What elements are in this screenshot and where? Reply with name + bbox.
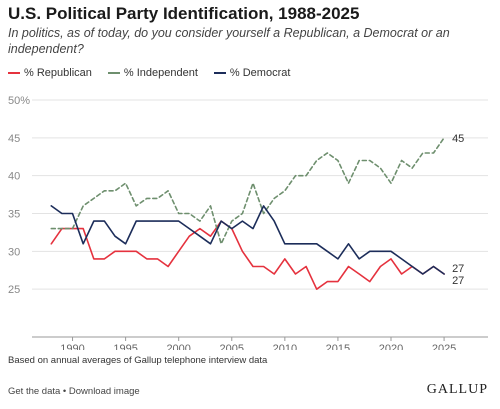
series-line-independent bbox=[50, 137, 445, 245]
x-tick-label: 2000 bbox=[166, 343, 190, 350]
gallup-logo: GALLUP bbox=[426, 382, 488, 397]
legend-label-democrat: % Democrat bbox=[229, 67, 291, 79]
legend-swatch-independent bbox=[107, 72, 120, 74]
legend-label-independent: % Independent bbox=[123, 67, 198, 79]
x-tick-label: 2025 bbox=[432, 343, 456, 350]
legend: % Republican % Independent % Democrat bbox=[8, 67, 290, 79]
legend-item-republican: % Republican bbox=[8, 67, 92, 79]
get-data-link[interactable]: Get the data bbox=[8, 386, 61, 397]
series-line-republican bbox=[50, 220, 445, 290]
chart-title: U.S. Political Party Identification, 198… bbox=[8, 4, 360, 23]
y-axis-ticks: 25 30 35 40 45 50% bbox=[8, 95, 30, 296]
x-tick-label: 1990 bbox=[60, 343, 84, 350]
y-tick-label: 35 bbox=[8, 209, 20, 221]
y-tick-label: 30 bbox=[8, 246, 20, 258]
download-image-link[interactable]: Download image bbox=[68, 386, 140, 397]
source-links: Get the data • Download image bbox=[8, 386, 140, 397]
series-lines bbox=[50, 137, 445, 290]
y-tick-label: 40 bbox=[8, 171, 20, 183]
legend-item-democrat: % Democrat bbox=[213, 67, 291, 79]
y-gridlines bbox=[32, 99, 488, 338]
x-tick-label: 2015 bbox=[326, 343, 350, 350]
x-tick-label: 1995 bbox=[113, 343, 137, 350]
y-tick-label: 45 bbox=[8, 133, 20, 145]
legend-item-independent: % Independent bbox=[107, 67, 198, 79]
x-tick-label: 2020 bbox=[379, 343, 403, 350]
legend-label-republican: % Republican bbox=[24, 67, 92, 79]
x-tick-label: 2010 bbox=[273, 343, 297, 350]
x-tick-label: 2005 bbox=[220, 343, 244, 350]
y-tick-label: 50% bbox=[8, 95, 30, 107]
line-chart: 25 30 35 40 45 50% 1990 1995 2000 2005 2010 2015 20… bbox=[8, 95, 488, 350]
y-tick-label: 25 bbox=[8, 284, 20, 296]
x-axis-ticks: 1990 1995 2000 2005 2010 2015 2020 2025 bbox=[60, 337, 456, 350]
series-line-democrat bbox=[50, 205, 445, 275]
end-label-democrat: 27 bbox=[452, 263, 464, 275]
link-separator: • bbox=[60, 386, 69, 397]
legend-swatch-republican bbox=[8, 72, 20, 74]
legend-swatch-democrat bbox=[213, 72, 226, 74]
end-label-republican: 27 bbox=[452, 275, 464, 287]
end-label-independent: 45 bbox=[452, 133, 464, 145]
footnote: Based on annual averages of Gallup telep… bbox=[8, 355, 268, 366]
chart-subtitle: In politics, as of today, do you conside… bbox=[8, 26, 450, 56]
